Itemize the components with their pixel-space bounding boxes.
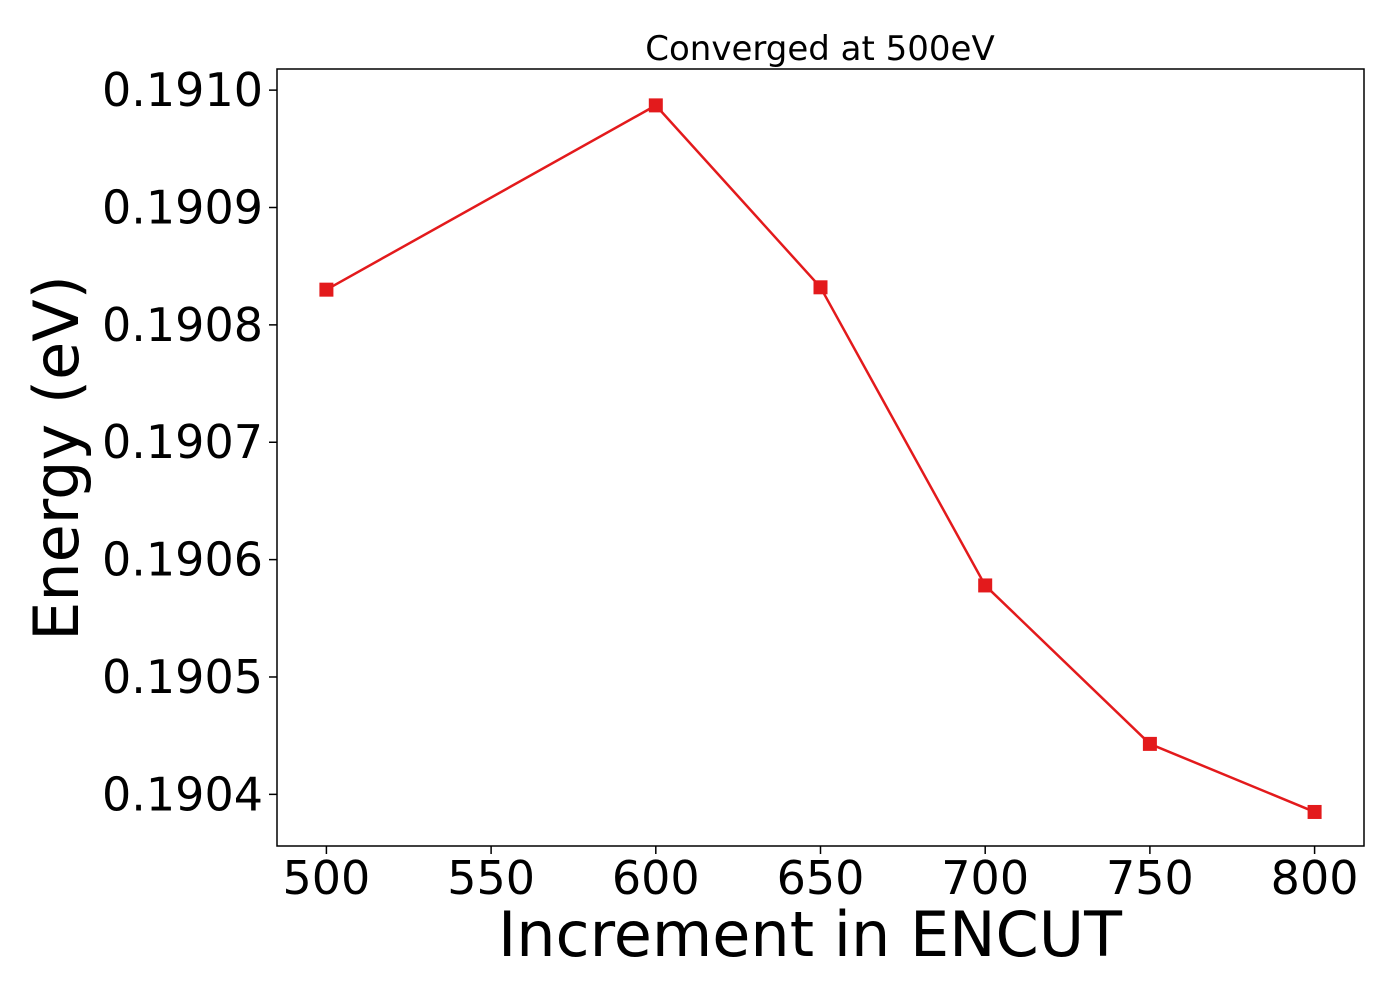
y-tick-label: 0.1909 xyxy=(102,180,263,234)
x-tick-label: 800 xyxy=(1271,851,1359,905)
x-tick-label: 550 xyxy=(447,851,535,905)
x-tick-label: 700 xyxy=(941,851,1029,905)
x-axis-label: Increment in ENCUT xyxy=(498,898,1123,971)
chart-title: Converged at 500eV xyxy=(645,29,994,69)
data-point-marker xyxy=(1142,736,1157,751)
x-tick-label: 500 xyxy=(283,851,371,905)
data-point-marker xyxy=(648,98,663,113)
x-tick-label: 650 xyxy=(777,851,865,905)
series-markers xyxy=(319,98,1322,819)
data-point-marker xyxy=(978,578,993,593)
y-tick-label: 0.1905 xyxy=(102,650,263,704)
y-tick-label: 0.1906 xyxy=(102,533,263,587)
series-line xyxy=(325,103,1316,814)
y-tick-label: 0.1907 xyxy=(102,415,263,469)
plot-area-frame xyxy=(276,68,1365,847)
y-tick-label: 0.1904 xyxy=(102,767,263,821)
x-tick-label: 600 xyxy=(612,851,700,905)
x-axis-ticks: 500 550 600 650 700 750 800 xyxy=(283,846,1359,905)
y-tick-label: 0.1908 xyxy=(102,298,263,352)
data-point-marker xyxy=(319,282,334,297)
x-tick-label: 750 xyxy=(1106,851,1194,905)
y-axis-ticks: 0.1904 0.1905 0.1906 0.1907 0.1908 0.1909 0.19… xyxy=(102,63,277,821)
y-tick-label: 0.1910 xyxy=(102,63,263,117)
data-point-marker xyxy=(813,280,828,295)
y-axis-label: Energy (eV) xyxy=(20,275,93,641)
data-point-marker xyxy=(1307,804,1322,819)
